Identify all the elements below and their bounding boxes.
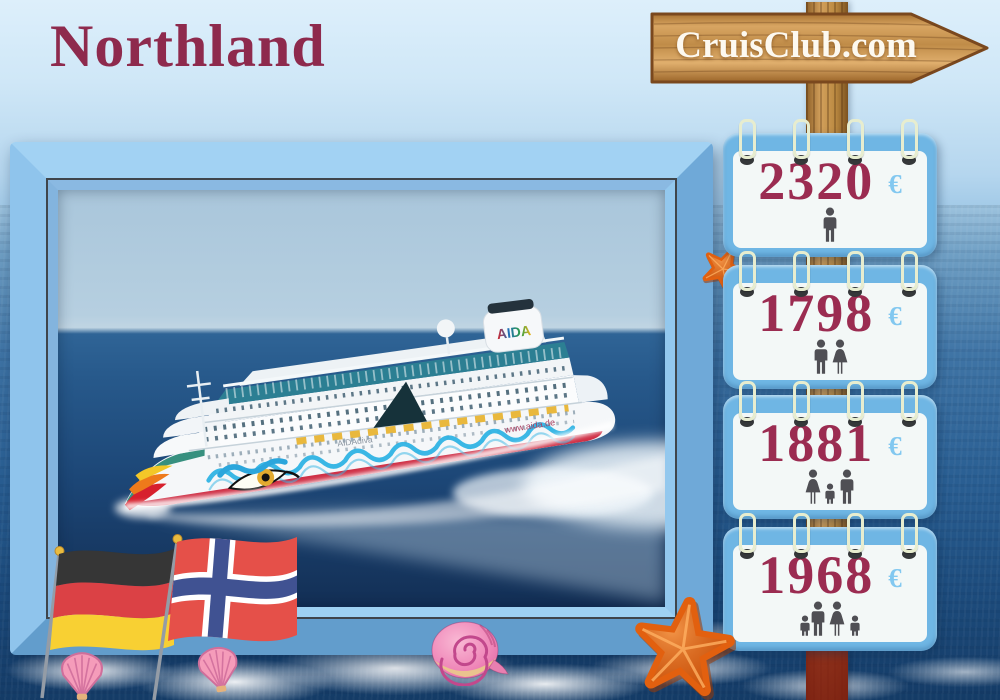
binder-ring xyxy=(739,251,756,291)
single-person-icon xyxy=(820,207,840,243)
ship-name-text: AIDAdiva xyxy=(337,434,374,448)
price-sign-couple: 1798 € xyxy=(723,251,937,389)
euro-symbol: € xyxy=(888,301,902,331)
family-of-four-icon xyxy=(800,601,860,636)
bow-eye-art xyxy=(217,458,300,491)
signpost-arrow xyxy=(650,12,989,84)
price-card: 2320 € xyxy=(733,151,927,248)
euro-symbol: € xyxy=(888,431,902,461)
binder-ring xyxy=(901,513,918,553)
family-of-three-icon xyxy=(805,469,854,504)
binder-ring xyxy=(847,119,864,159)
binder-ring xyxy=(739,513,756,553)
binder-ring xyxy=(793,381,810,421)
scallop-shell-icon xyxy=(191,640,247,697)
norway-flag xyxy=(152,534,297,700)
binder-ring xyxy=(739,381,756,421)
spiral-shell-icon xyxy=(431,621,509,686)
binder-ring xyxy=(901,251,918,291)
frame-inner-line: AIDA xyxy=(46,178,677,619)
binder-ring xyxy=(847,513,864,553)
ship-body: AIDA xyxy=(124,299,616,511)
binder-ring xyxy=(901,381,918,421)
funnel-logo-text: AIDA xyxy=(496,322,532,342)
germany-flag xyxy=(40,546,174,699)
price-sign-family-three: 1881 € xyxy=(723,381,937,519)
price-card: 1968 € xyxy=(733,545,927,642)
page-title: Northland xyxy=(50,13,326,79)
site-link[interactable]: CruisClub.com xyxy=(675,25,917,66)
ship-wake xyxy=(115,441,665,602)
starfish-icon xyxy=(630,596,736,700)
cruise-ship-photo: AIDA xyxy=(58,190,665,607)
binder-ring xyxy=(847,381,864,421)
euro-symbol: € xyxy=(888,169,902,199)
ship-funnel: AIDA xyxy=(482,299,544,353)
scallop-shell-icon xyxy=(56,648,108,700)
binder-ring xyxy=(793,251,810,291)
price-card: 1881 € xyxy=(733,413,927,510)
binder-ring xyxy=(739,119,756,159)
frame-inner-strip: AIDA xyxy=(48,180,675,617)
picture-frame: AIDA xyxy=(10,142,713,655)
binder-ring xyxy=(847,251,864,291)
price-card: 1798 € xyxy=(733,283,927,380)
binder-ring xyxy=(901,119,918,159)
cruise-ship-illustration: AIDA xyxy=(115,299,665,602)
couple-icon xyxy=(814,339,847,374)
price-sign-single: 2320 € xyxy=(723,119,937,257)
price-sign-family-four: 1968 € xyxy=(723,513,937,651)
binder-ring xyxy=(793,119,810,159)
euro-symbol: € xyxy=(888,563,902,593)
ship-mast xyxy=(186,370,211,447)
binder-ring xyxy=(793,513,810,553)
